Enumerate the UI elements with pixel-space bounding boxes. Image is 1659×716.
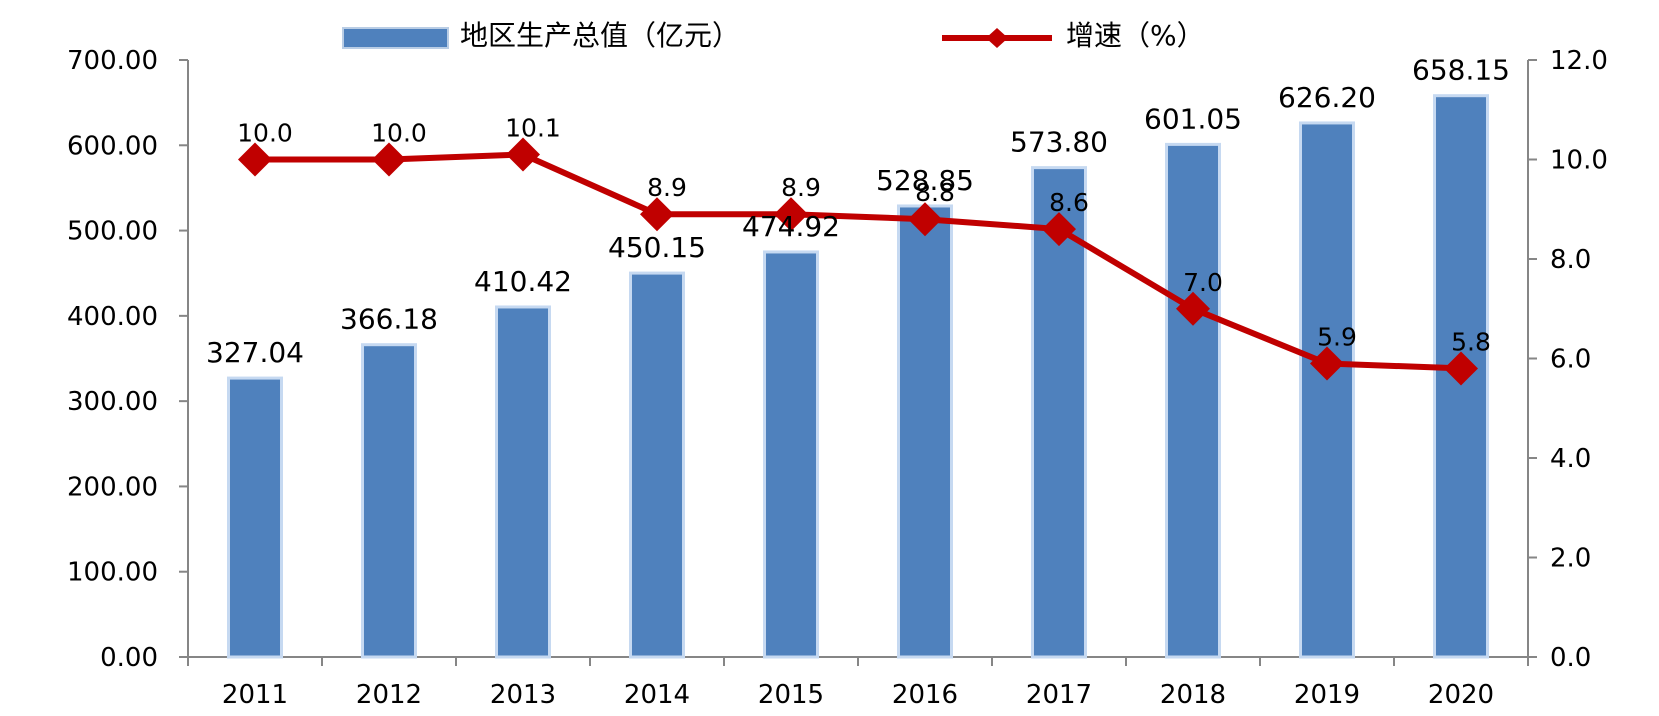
right-tick-label: 4.0 — [1550, 444, 1591, 474]
bar — [897, 204, 953, 659]
line-value-label: 8.9 — [647, 173, 687, 202]
legend-bar-swatch — [342, 27, 449, 49]
bar-value-label: 410.42 — [474, 265, 572, 298]
line-point-marker — [908, 202, 942, 237]
x-tick-label: 2014 — [624, 680, 690, 710]
line-value-label: 10.0 — [237, 119, 293, 148]
line-value-label: 10.0 — [371, 119, 427, 148]
bar — [1299, 121, 1355, 659]
left-tick-label: 600.00 — [67, 131, 158, 161]
line-value-label: 8.8 — [915, 178, 955, 207]
left-tick-label: 0.00 — [100, 643, 158, 673]
bar-value-label: 528.85 — [876, 164, 974, 197]
line-point-marker — [1176, 291, 1210, 326]
bar — [629, 271, 685, 659]
bar — [227, 376, 283, 659]
line-value-label: 5.8 — [1451, 327, 1491, 356]
line-value-label: 8.6 — [1049, 188, 1089, 217]
right-tick-label: 2.0 — [1550, 544, 1591, 574]
x-tick-label: 2016 — [892, 680, 958, 710]
legend-line-label: 增速（%） — [1066, 19, 1205, 52]
x-tick-label: 2019 — [1294, 680, 1360, 710]
bar — [1031, 166, 1087, 659]
bar-value-label: 601.05 — [1144, 102, 1242, 135]
right-tick-label: 6.0 — [1550, 345, 1591, 375]
legend-diamond-marker — [986, 28, 1008, 48]
bar — [495, 305, 551, 659]
x-tick-label: 2013 — [490, 680, 556, 710]
bar-value-label: 327.04 — [206, 336, 304, 369]
bar-value-label: 626.20 — [1278, 81, 1376, 114]
x-tick-label: 2011 — [222, 680, 288, 710]
line-point-marker — [506, 137, 540, 172]
line-value-label: 8.9 — [781, 173, 821, 202]
line-series — [238, 137, 1478, 386]
left-tick-label: 500.00 — [67, 217, 158, 247]
right-tick-label: 12.0 — [1550, 46, 1608, 76]
line-value-label: 7.0 — [1183, 268, 1223, 297]
legend-bar-label: 地区生产总值（亿元） — [460, 19, 740, 52]
line-point-marker — [1310, 346, 1344, 381]
axes: 0.00 100.00 200.00 300.00 400.00 500.00 600.00… — [67, 46, 1608, 710]
line-point-marker — [1042, 212, 1076, 247]
bar — [361, 343, 417, 659]
bar-value-label: 658.15 — [1412, 54, 1510, 87]
line-point-marker — [372, 142, 406, 177]
data-labels: 327.04 366.18 410.42 450.15 474.92 528.85 573.… — [206, 54, 1510, 369]
x-tick-label: 2020 — [1428, 680, 1494, 710]
x-tick-label: 2018 — [1160, 680, 1226, 710]
bar-value-label: 450.15 — [608, 231, 706, 264]
line-value-label: 5.9 — [1317, 322, 1357, 351]
line-point-marker — [1444, 351, 1478, 386]
legend: 地区生产总值（亿元） 增速（%） — [342, 19, 1205, 52]
line-point-marker — [238, 142, 272, 177]
bar — [763, 250, 819, 659]
left-tick-label: 400.00 — [67, 302, 158, 332]
line-point-marker — [640, 197, 674, 232]
bar — [1165, 142, 1221, 659]
line-value-label: 10.1 — [505, 114, 561, 143]
growth-line — [255, 151, 1462, 372]
x-tick-label: 2015 — [758, 680, 824, 710]
left-tick-label: 300.00 — [67, 387, 158, 417]
bar-value-label: 366.18 — [340, 303, 438, 336]
x-tick-label: 2017 — [1026, 680, 1092, 710]
x-tick-label: 2012 — [356, 680, 422, 710]
left-tick-label: 200.00 — [67, 472, 158, 502]
right-tick-label: 8.0 — [1550, 245, 1591, 275]
bar-value-label: 573.80 — [1010, 126, 1108, 159]
right-tick-label: 0.0 — [1550, 643, 1591, 673]
bar-value-label: 474.92 — [742, 210, 840, 243]
left-tick-label: 100.00 — [67, 558, 158, 588]
left-tick-label: 700.00 — [67, 46, 158, 76]
right-tick-label: 10.0 — [1550, 146, 1608, 176]
bar-series — [227, 94, 1489, 659]
line-point-marker — [774, 197, 808, 232]
